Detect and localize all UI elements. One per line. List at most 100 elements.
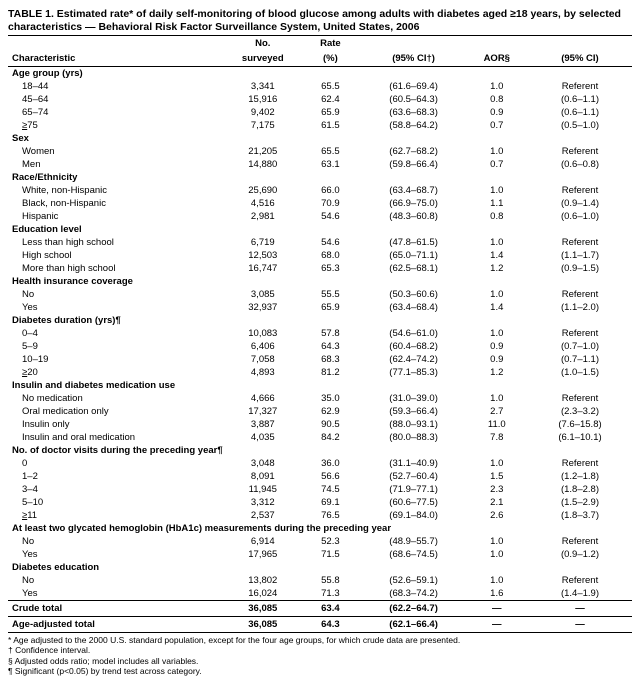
cell-ci1: (59.8–66.4): [362, 158, 466, 171]
cell-aor: 11.0: [466, 418, 528, 431]
cell-r: 76.5: [299, 509, 361, 522]
cell-aor: 1.4: [466, 301, 528, 314]
row-label: 0–4: [8, 327, 226, 340]
cell-ci1: (62.5–68.1): [362, 262, 466, 275]
col-no-b: surveyed: [226, 51, 299, 67]
col-rate-a: Rate: [299, 36, 361, 51]
cell-n: 3,887: [226, 418, 299, 431]
cell-aor: 0.8: [466, 210, 528, 223]
total-r: 63.4: [299, 601, 361, 617]
cell-aor: 0.7: [466, 158, 528, 171]
row-label: 5–10: [8, 496, 226, 509]
cell-r: 63.1: [299, 158, 361, 171]
cell-aor: 1.0: [466, 145, 528, 158]
section-header: Health insurance coverage: [8, 275, 632, 288]
cell-r: 65.9: [299, 301, 361, 314]
footnote: * Age adjusted to the 2000 U.S. standard…: [8, 635, 632, 645]
row-label: ≥75: [8, 119, 226, 132]
cell-aor: 0.9: [466, 353, 528, 366]
row-label: More than high school: [8, 262, 226, 275]
cell-n: 17,965: [226, 548, 299, 561]
cell-ci1: (88.0–93.1): [362, 418, 466, 431]
row-label: 10–19: [8, 353, 226, 366]
footnote: † Confidence interval.: [8, 645, 632, 655]
total-label: Age-adjusted total: [8, 617, 226, 633]
cell-aor: 1.4: [466, 249, 528, 262]
cell-n: 21,205: [226, 145, 299, 158]
col-ci2: (95% CI): [528, 36, 632, 67]
cell-n: 6,406: [226, 340, 299, 353]
cell-ci1: (48.9–55.7): [362, 535, 466, 548]
cell-n: 4,666: [226, 392, 299, 405]
cell-r: 56.6: [299, 470, 361, 483]
cell-aor: 1.0: [466, 535, 528, 548]
cell-ci2: (1.4–1.9): [528, 587, 632, 601]
cell-aor: 1.0: [466, 288, 528, 301]
cell-r: 62.4: [299, 93, 361, 106]
cell-n: 3,341: [226, 80, 299, 93]
row-label: Yes: [8, 587, 226, 601]
row-label: No: [8, 574, 226, 587]
cell-ci2: Referent: [528, 184, 632, 197]
cell-r: 64.3: [299, 340, 361, 353]
cell-ci2: (1.5–2.9): [528, 496, 632, 509]
cell-ci1: (61.6–69.4): [362, 80, 466, 93]
cell-ci2: Referent: [528, 80, 632, 93]
cell-ci2: (1.8–2.8): [528, 483, 632, 496]
cell-aor: 1.1: [466, 197, 528, 210]
cell-ci1: (68.6–74.5): [362, 548, 466, 561]
cell-aor: 1.0: [466, 457, 528, 470]
cell-n: 6,719: [226, 236, 299, 249]
row-label: White, non-Hispanic: [8, 184, 226, 197]
cell-n: 17,327: [226, 405, 299, 418]
cell-ci1: (59.3–66.4): [362, 405, 466, 418]
cell-n: 25,690: [226, 184, 299, 197]
data-table: Characteristic No. Rate (95% CI†) AOR§ (…: [8, 36, 632, 633]
cell-ci1: (66.9–75.0): [362, 197, 466, 210]
row-label: No: [8, 535, 226, 548]
cell-r: 54.6: [299, 210, 361, 223]
cell-ci2: (7.6–15.8): [528, 418, 632, 431]
total-n: 36,085: [226, 617, 299, 633]
row-label: Yes: [8, 548, 226, 561]
cell-r: 74.5: [299, 483, 361, 496]
cell-ci1: (52.7–60.4): [362, 470, 466, 483]
cell-ci1: (63.4–68.7): [362, 184, 466, 197]
cell-n: 4,035: [226, 431, 299, 444]
cell-ci2: Referent: [528, 457, 632, 470]
cell-aor: 0.9: [466, 340, 528, 353]
cell-r: 65.5: [299, 80, 361, 93]
cell-ci1: (77.1–85.3): [362, 366, 466, 379]
cell-ci2: (1.2–1.8): [528, 470, 632, 483]
cell-aor: 2.6: [466, 509, 528, 522]
row-label: ≥20: [8, 366, 226, 379]
cell-r: 66.0: [299, 184, 361, 197]
cell-n: 8,091: [226, 470, 299, 483]
footnotes: * Age adjusted to the 2000 U.S. standard…: [8, 633, 632, 676]
cell-r: 61.5: [299, 119, 361, 132]
cell-aor: 1.0: [466, 392, 528, 405]
row-label: No: [8, 288, 226, 301]
col-rate-b: (%): [299, 51, 361, 67]
cell-n: 3,085: [226, 288, 299, 301]
cell-n: 11,945: [226, 483, 299, 496]
cell-ci1: (48.3–60.8): [362, 210, 466, 223]
row-label: Less than high school: [8, 236, 226, 249]
cell-aor: 1.2: [466, 262, 528, 275]
cell-r: 62.9: [299, 405, 361, 418]
cell-r: 84.2: [299, 431, 361, 444]
cell-aor: 0.9: [466, 106, 528, 119]
cell-ci1: (52.6–59.1): [362, 574, 466, 587]
row-label: 45–64: [8, 93, 226, 106]
cell-ci2: (0.6–1.1): [528, 93, 632, 106]
cell-r: 52.3: [299, 535, 361, 548]
cell-ci1: (62.4–74.2): [362, 353, 466, 366]
cell-n: 9,402: [226, 106, 299, 119]
cell-aor: 1.0: [466, 548, 528, 561]
row-label: Yes: [8, 301, 226, 314]
cell-ci2: (1.0–1.5): [528, 366, 632, 379]
row-label: Women: [8, 145, 226, 158]
cell-ci1: (71.9–77.1): [362, 483, 466, 496]
cell-n: 12,503: [226, 249, 299, 262]
cell-n: 7,058: [226, 353, 299, 366]
